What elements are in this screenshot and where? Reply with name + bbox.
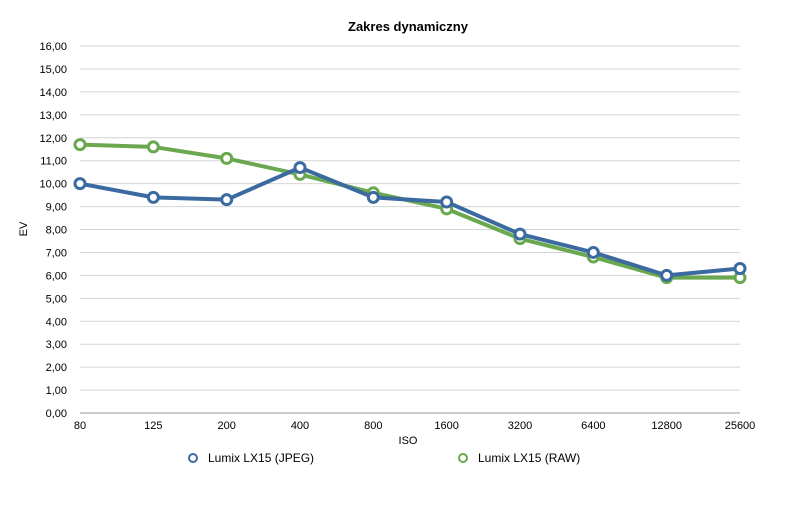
y-tick-label: 13,00 xyxy=(39,110,67,122)
y-tick-label: 11,00 xyxy=(40,156,67,168)
y-tick-label: 10,00 xyxy=(39,179,67,191)
data-point xyxy=(73,177,87,191)
data-point xyxy=(586,245,600,259)
x-tick-label: 12800 xyxy=(651,420,682,432)
data-point xyxy=(220,151,234,165)
y-tick-label: 12,00 xyxy=(39,133,67,145)
data-point xyxy=(660,268,674,282)
data-point xyxy=(146,190,160,204)
x-tick-label: 800 xyxy=(364,420,382,432)
x-tick-label: 80 xyxy=(74,420,86,432)
data-point xyxy=(366,190,380,204)
grid-lines xyxy=(80,45,740,414)
x-axis-label: ISO xyxy=(399,435,418,447)
legend-marker-raw xyxy=(456,451,470,465)
y-tick-label: 14,00 xyxy=(39,87,67,99)
x-tick-label: 125 xyxy=(144,420,162,432)
chart-title: Zakres dynamiczny xyxy=(348,19,469,34)
data-point xyxy=(146,140,160,154)
legend-marker-jpeg xyxy=(186,451,200,465)
y-axis-label: EV xyxy=(18,221,30,236)
data-point xyxy=(220,193,234,207)
x-tick-label: 400 xyxy=(291,420,309,432)
y-tick-label: 2,00 xyxy=(46,362,67,374)
x-tick-label: 6400 xyxy=(581,420,605,432)
legend-label-jpeg: Lumix LX15 (JPEG) xyxy=(208,451,315,465)
y-tick-label: 0,00 xyxy=(46,408,67,420)
y-tick-label: 8,00 xyxy=(46,225,67,237)
legend-item-raw: Lumix LX15 (RAW) xyxy=(456,451,580,465)
y-tick-label: 15,00 xyxy=(39,64,67,76)
legend: Lumix LX15 (JPEG) Lumix LX15 (RAW) xyxy=(0,451,799,471)
y-tick-label: 5,00 xyxy=(46,293,67,305)
y-tick-label: 1,00 xyxy=(46,385,67,397)
y-tick-label: 9,00 xyxy=(46,202,67,214)
data-point xyxy=(293,161,307,175)
data-point xyxy=(513,227,527,241)
data-point xyxy=(73,138,87,152)
data-point xyxy=(733,261,747,275)
y-tick-label: 3,00 xyxy=(46,339,67,351)
x-tick-labels: 80 125 200 400 800 1600 3200 6400 12800 25600 xyxy=(74,420,755,432)
data-point xyxy=(440,195,454,209)
legend-item-jpeg: Lumix LX15 (JPEG) xyxy=(186,451,314,465)
x-tick-label: 3200 xyxy=(508,420,532,432)
series-line xyxy=(78,142,742,280)
series-line xyxy=(78,165,742,278)
legend-label-raw: Lumix LX15 (RAW) xyxy=(478,451,581,465)
series-0 xyxy=(73,161,747,282)
x-tick-label: 200 xyxy=(217,420,235,432)
y-tick-label: 4,00 xyxy=(46,316,67,328)
y-tick-labels: 0,00 1,00 2,00 3,00 4,00 5,00 6,00 7,00 8,00 9,00… xyxy=(39,41,67,420)
y-tick-label: 16,00 xyxy=(39,41,67,53)
x-tick-label: 1600 xyxy=(434,420,458,432)
series-layer xyxy=(73,138,747,285)
y-tick-label: 7,00 xyxy=(46,247,67,259)
x-tick-label: 25600 xyxy=(725,420,756,432)
y-tick-label: 6,00 xyxy=(46,270,67,282)
